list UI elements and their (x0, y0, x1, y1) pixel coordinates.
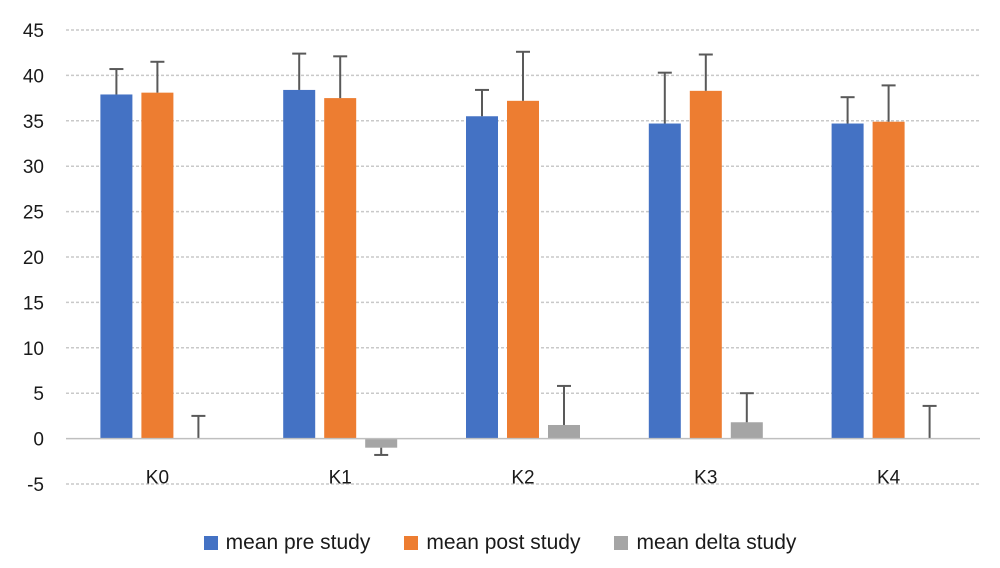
y-tick-label: 40 (23, 66, 44, 87)
y-tick-label: 20 (23, 248, 44, 269)
legend-label-delta: mean delta study (636, 531, 797, 554)
legend-swatch-pre (203, 536, 218, 550)
y-tick-label: 30 (23, 157, 44, 178)
legend: mean pre study mean post study mean delt… (0, 526, 1000, 560)
error-bars (109, 50, 937, 456)
legend-item-post: mean post study (404, 531, 580, 555)
legend-item-delta: mean delta study (614, 531, 796, 555)
y-tick-label: 25 (23, 203, 44, 224)
legend-swatch-post (404, 536, 419, 550)
x-tick-label: K3 (694, 468, 717, 489)
bar-k1-s0 (283, 89, 316, 439)
y-axis-ticks: 45 40 35 30 25 20 15 10 5 0 -5 (23, 21, 44, 496)
bar-k0-s1 (141, 92, 174, 439)
bar-k1-s1 (324, 98, 357, 439)
legend-item-pre: mean pre study (203, 531, 371, 555)
bar-k4-s0 (831, 123, 864, 439)
bar-k3-s1 (689, 90, 722, 439)
y-tick-label: 15 (23, 293, 44, 314)
x-tick-label: K2 (511, 468, 534, 489)
legend-swatch-delta (614, 536, 629, 550)
bar-k4-s1 (872, 121, 905, 439)
bar-k0-s0 (100, 94, 133, 439)
bar-k2-s0 (466, 116, 498, 439)
x-tick-label: K4 (877, 468, 901, 489)
bar-k1-s2 (365, 438, 398, 448)
bar-k2-s1 (507, 100, 539, 439)
y-tick-label: 45 (23, 21, 44, 42)
y-tick-label: 5 (33, 384, 44, 405)
bar-k2-s2 (548, 424, 580, 439)
x-tick-label: K1 (329, 468, 352, 489)
bar-k3-s0 (648, 123, 681, 439)
y-tick-label: 10 (23, 339, 44, 360)
y-tick-label: -5 (27, 475, 44, 496)
bar-k3-s2 (730, 422, 763, 439)
chart-svg: 45 40 35 30 25 20 15 10 5 0 -5 K0 K1 K2 K3 K4 (23, 21, 980, 496)
legend-label-pre: mean pre study (225, 531, 371, 554)
x-axis-ticks: K0 K1 K2 K3 K4 (146, 468, 901, 489)
y-tick-label: 0 (33, 430, 44, 451)
legend-label-post: mean post study (426, 531, 581, 554)
x-tick-label: K0 (146, 468, 169, 489)
y-tick-label: 35 (23, 112, 44, 133)
bars (100, 89, 905, 448)
